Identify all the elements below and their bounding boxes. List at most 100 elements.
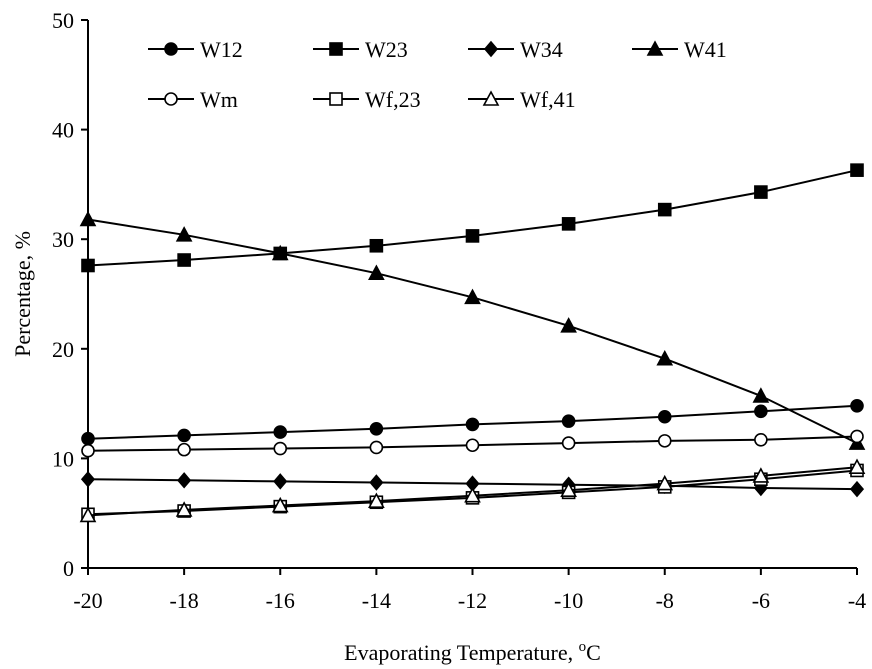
y-tick-label: 40 [52, 118, 74, 143]
data-point-wf-41 [175, 501, 193, 517]
data-point-w41 [656, 349, 674, 366]
data-point-w41 [560, 317, 577, 333]
data-point-w23 [177, 253, 191, 267]
data-point-wf-41 [271, 496, 289, 513]
y-tick-label: 50 [52, 8, 74, 33]
data-point-w12 [273, 425, 288, 439]
data-point-w41 [752, 387, 770, 403]
data-point-wm [369, 440, 384, 455]
legend-marker-wm [164, 92, 178, 106]
x-axis-title-text: Evaporating Temperature, [344, 640, 578, 665]
series-wf-41 [79, 458, 866, 523]
data-point-w41 [79, 210, 97, 227]
series-w23 [81, 163, 864, 273]
legend-marker-w41 [646, 40, 664, 56]
legend-marker-w23 [329, 42, 343, 56]
legend-marker-wf-23 [329, 92, 343, 106]
data-point-wf-41 [79, 506, 97, 523]
legend-item-wm: Wm [148, 87, 238, 112]
legend-item-wf-23: Wf,23 [313, 87, 421, 112]
data-point-w12 [657, 409, 672, 424]
data-point-w12 [369, 422, 384, 436]
y-tick-label: 30 [52, 227, 74, 252]
legend-label: W23 [365, 37, 408, 62]
series-w12 [81, 398, 864, 446]
data-point-w41 [271, 244, 289, 261]
data-point-wf-41 [752, 467, 770, 483]
series-w41 [79, 210, 866, 450]
data-point-wm [561, 436, 576, 450]
legend-item-w34: W34 [468, 37, 563, 62]
data-point-wm [754, 432, 768, 447]
x-tick-label: -8 [656, 588, 674, 613]
data-point-w12 [561, 414, 576, 428]
legend-item-wf-41: Wf,41 [468, 87, 576, 112]
data-point-w23 [81, 258, 95, 273]
data-point-w41 [368, 264, 385, 280]
legend-item-w23: W23 [313, 37, 408, 62]
data-point-w23 [369, 238, 384, 253]
data-point-w12 [850, 398, 864, 413]
legend-label: Wm [200, 87, 238, 112]
data-point-wf-41 [848, 458, 866, 474]
data-point-w23 [657, 202, 672, 217]
data-point-wm [273, 441, 288, 456]
data-point-w12 [754, 404, 768, 419]
x-axis-title-unit: C [586, 640, 601, 665]
legend-label: W12 [200, 37, 243, 62]
x-tick-label: -18 [169, 588, 198, 613]
legend-marker-w12 [164, 42, 178, 56]
data-point-w12 [177, 428, 191, 443]
legend-item-w12: W12 [148, 37, 243, 62]
data-point-wm [657, 434, 672, 448]
series-line-w41 [87, 218, 858, 444]
legend-marker-wf-41 [482, 90, 500, 106]
legend-label: W34 [520, 37, 563, 62]
legend-label: Wf,23 [365, 87, 421, 112]
data-point-w23 [465, 229, 480, 243]
x-tick-label: -10 [554, 588, 583, 613]
ticks: -20 -18 -16 -14 -12 -10 -8 -6 -4 0 10 20 30 40 50 [52, 8, 866, 613]
data-point-wm [465, 438, 480, 453]
data-point-w41 [464, 288, 481, 305]
series-line-w23 [87, 169, 858, 267]
legend-label: W41 [684, 37, 727, 62]
x-tick-label: -20 [73, 588, 102, 613]
y-axis-title: Percentage, % [10, 231, 35, 357]
y-tick-label: 20 [52, 337, 74, 362]
data-point-w12 [465, 417, 480, 432]
data-point-w34 [849, 480, 865, 498]
data-point-w23 [561, 217, 576, 231]
legend-label: Wf,41 [520, 87, 576, 112]
data-point-w34 [369, 474, 384, 491]
data-point-w34 [273, 473, 288, 490]
data-point-w23 [850, 163, 864, 177]
data-point-wf-41 [560, 481, 577, 497]
x-tick-label: -12 [458, 588, 487, 613]
legend-marker-w34 [483, 40, 499, 58]
x-tick-label: -16 [266, 588, 295, 613]
legend-item-w41: W41 [632, 37, 727, 62]
x-axis-title: Evaporating Temperature, oC [344, 639, 601, 665]
data-point-wm [81, 443, 95, 458]
data-point-wf-41 [368, 492, 385, 508]
data-point-wf-41 [464, 486, 481, 503]
x-tick-label: -4 [848, 588, 866, 613]
data-point-w41 [175, 226, 193, 242]
data-point-w23 [754, 185, 768, 199]
x-tick-label: -14 [362, 588, 391, 613]
data-point-wm [177, 442, 191, 457]
data-point-wf-41 [656, 474, 674, 491]
x-tick-label: -6 [752, 588, 770, 613]
series [79, 163, 866, 523]
legend: W12 W23 W34 W41 Wm Wf,23 Wf,41 [148, 37, 727, 112]
data-point-w34 [80, 470, 96, 488]
series-wm [81, 429, 864, 458]
y-tick-label: 0 [63, 556, 74, 581]
x-axis-title-degree: o [579, 639, 587, 655]
data-point-w34 [177, 472, 192, 489]
data-point-wm [850, 429, 864, 444]
y-tick-label: 10 [52, 446, 74, 471]
